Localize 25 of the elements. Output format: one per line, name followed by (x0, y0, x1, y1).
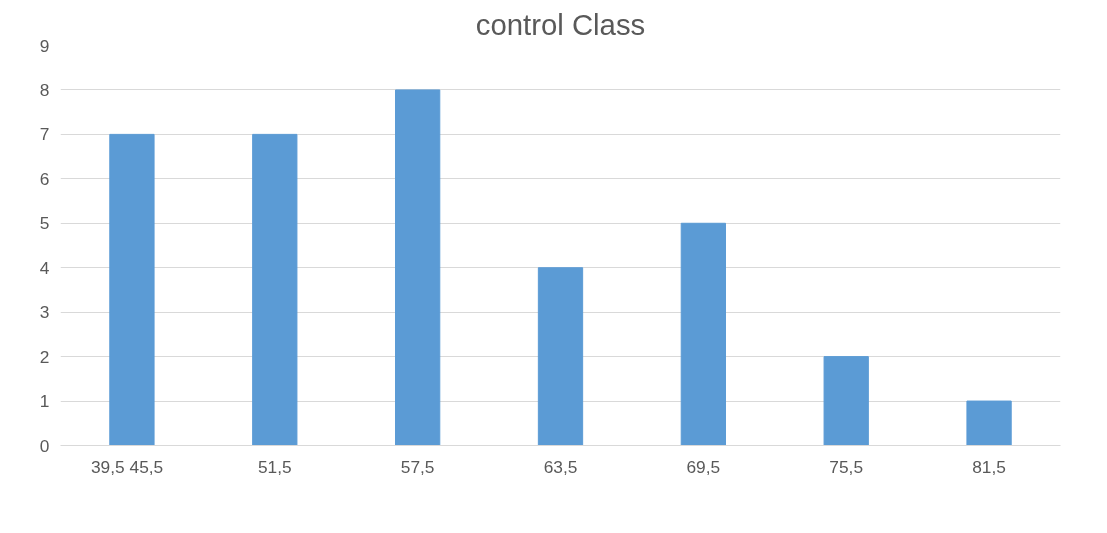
bar (680, 222, 726, 446)
bar (966, 400, 1012, 446)
bar (109, 133, 155, 446)
bar (395, 89, 441, 446)
x-tick-label: 75,5 (829, 456, 864, 477)
y-tick-label: 3 (39, 302, 50, 323)
y-tick-label: 5 (39, 213, 50, 234)
x-tick-label: 69,5 (686, 456, 721, 477)
y-tick-label: 2 (39, 346, 50, 367)
bar (252, 133, 298, 446)
x-tick-label: 63,5 (543, 456, 578, 477)
y-tick-label: 1 (39, 391, 50, 412)
y-tick-label: 6 (39, 168, 50, 189)
bar (823, 356, 869, 446)
x-tick-label: 51,5 (257, 456, 292, 477)
y-tick-label: 8 (39, 79, 50, 100)
y-tick-label: 4 (39, 257, 50, 278)
y-tick-label: 9 (39, 35, 50, 56)
x-tick-label: 57,5 (400, 456, 435, 477)
x-tick-label: 81,5 (972, 456, 1006, 477)
y-tick-label: 7 (39, 124, 50, 145)
y-tick-label: 0 (39, 435, 50, 456)
chart-title: control Class (475, 7, 646, 41)
bar (537, 267, 584, 446)
x-tick-label: 39,5 45,5 (90, 456, 164, 477)
